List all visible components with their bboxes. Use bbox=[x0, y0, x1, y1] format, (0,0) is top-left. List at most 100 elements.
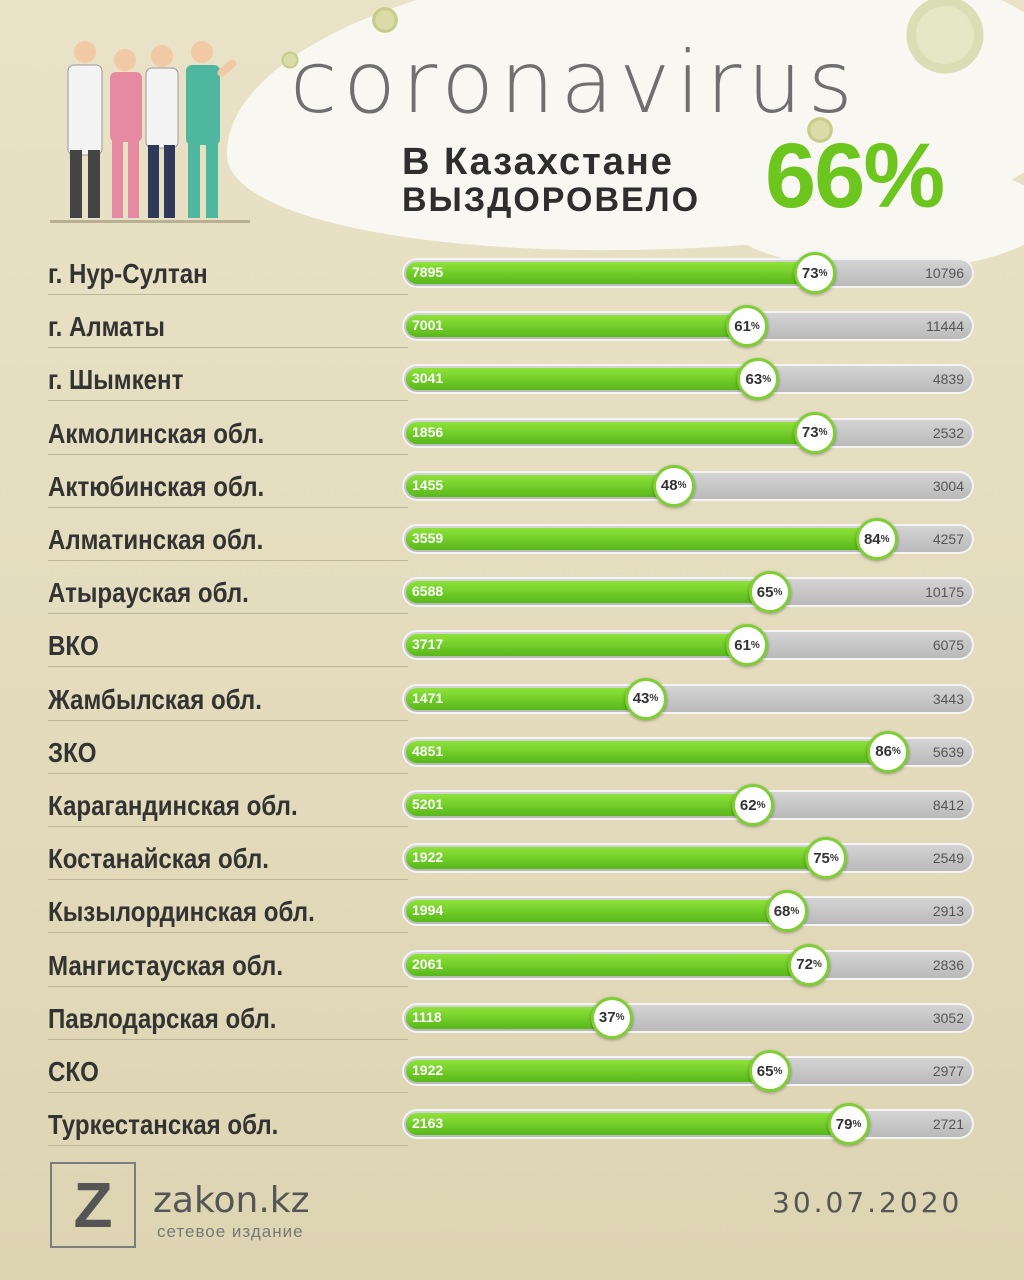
recovered-value: 2163 bbox=[412, 1115, 444, 1132]
bar-track: 1856 2532 73% bbox=[402, 411, 974, 454]
region-label: Карагандинская обл. bbox=[48, 790, 298, 821]
recovered-bar bbox=[406, 528, 880, 550]
bar-row: Жамбылская обл. 1471 3443 43% bbox=[0, 677, 1024, 731]
region-label: Костанайская обл. bbox=[48, 843, 269, 875]
zakon-logo: Z bbox=[50, 1162, 136, 1248]
total-cases-value: 2721 bbox=[932, 1116, 964, 1133]
bar-row: г. Нур-Султан 7895 10796 73% bbox=[0, 252, 1024, 305]
bar-row: ЗКО 4851 5639 86% bbox=[0, 730, 1024, 784]
percent-value: 84 bbox=[863, 530, 881, 548]
label-underline bbox=[48, 506, 408, 508]
region-label: Атырауская обл. bbox=[48, 577, 249, 609]
percent-sign: % bbox=[773, 586, 783, 598]
percent-value: 86 bbox=[875, 743, 892, 761]
brand-subtitle: сетевое издание bbox=[157, 1222, 304, 1241]
bar-row: Актюбинская обл. 1455 3004 48% bbox=[0, 464, 1024, 518]
percent-badge: 73% bbox=[793, 411, 836, 454]
coronavirus-title: coronavirus bbox=[290, 33, 859, 133]
percent-value: 72 bbox=[796, 956, 813, 974]
recovered-value: 1994 bbox=[412, 902, 444, 919]
percent-badge: 68% bbox=[765, 890, 808, 933]
bar-row: ВКО 3717 6075 61% bbox=[0, 624, 1024, 677]
bar-row: СКО 1922 2977 65% bbox=[0, 1050, 1024, 1103]
label-underline bbox=[48, 719, 408, 721]
total-cases-value: 11444 bbox=[926, 318, 964, 335]
percent-sign: % bbox=[756, 799, 766, 811]
label-underline bbox=[48, 560, 408, 561]
label-underline bbox=[48, 1092, 408, 1093]
recovered-bar bbox=[406, 740, 892, 763]
label-underline bbox=[48, 453, 408, 455]
percent-value: 37 bbox=[598, 1009, 616, 1027]
brand-name: zakon.kz bbox=[153, 1180, 310, 1221]
recovered-value: 1922 bbox=[412, 1062, 444, 1078]
percent-badge: 48% bbox=[652, 464, 695, 507]
percent-sign: % bbox=[762, 373, 772, 385]
region-label: г. Алматы bbox=[48, 311, 165, 343]
recovered-bar bbox=[406, 847, 829, 870]
region-label: ЗКО bbox=[48, 736, 97, 768]
percent-sign: % bbox=[790, 905, 800, 917]
total-cases-value: 2977 bbox=[932, 1063, 964, 1079]
percent-badge: 79% bbox=[827, 1103, 870, 1146]
percent-value: 73 bbox=[801, 264, 819, 282]
recovered-bar bbox=[406, 1060, 773, 1082]
total-cases-value: 2532 bbox=[932, 424, 964, 441]
recovered-value: 3717 bbox=[412, 636, 444, 653]
recovered-value: 1471 bbox=[412, 689, 444, 706]
bar-track: 3041 4839 63% bbox=[402, 358, 974, 401]
percent-value: 61 bbox=[734, 317, 751, 335]
total-cases-value: 2549 bbox=[932, 850, 964, 867]
bar-track: 5201 8412 62% bbox=[402, 784, 974, 826]
bar-track: 1471 3443 43% bbox=[402, 677, 974, 720]
region-label: Акмолинская обл. bbox=[48, 417, 265, 449]
total-cases-value: 8412 bbox=[932, 797, 964, 813]
recovered-bar bbox=[406, 1006, 615, 1029]
bar-row: Алматинская обл. 3559 4257 84% bbox=[0, 518, 1024, 571]
publication-date: 30.07.2020 bbox=[772, 1186, 963, 1219]
bar-track: 1922 2977 65% bbox=[402, 1050, 974, 1092]
bar-row: Карагандинская обл. 5201 8412 62% bbox=[0, 784, 1024, 837]
percent-sign: % bbox=[750, 639, 760, 651]
total-cases-value: 5639 bbox=[932, 743, 964, 760]
percent-sign: % bbox=[818, 427, 828, 439]
region-label: СКО bbox=[48, 1056, 99, 1087]
percent-value: 61 bbox=[734, 636, 751, 654]
total-cases-value: 3052 bbox=[932, 1009, 964, 1026]
recovered-bar bbox=[406, 474, 677, 497]
label-underline bbox=[48, 613, 408, 615]
percent-sign: % bbox=[829, 852, 839, 864]
bar-row: Мангистауская обл. 2061 2836 72% bbox=[0, 943, 1024, 997]
percent-badge: 65% bbox=[748, 571, 791, 614]
percent-badge: 72% bbox=[788, 943, 831, 986]
bar-track: 7895 10796 73% bbox=[402, 252, 974, 294]
virus-icon bbox=[805, 115, 835, 145]
bar-row: Акмолинская обл. 1856 2532 73% bbox=[0, 411, 1024, 465]
percent-value: 65 bbox=[756, 1062, 774, 1080]
recovered-value: 5201 bbox=[412, 796, 444, 812]
label-underline bbox=[48, 879, 408, 881]
region-label: Туркестанская обл. bbox=[48, 1109, 279, 1141]
virus-icon bbox=[280, 50, 300, 70]
percent-badge: 86% bbox=[867, 730, 910, 773]
bar-track: 1118 3052 37% bbox=[402, 996, 974, 1039]
total-cases-value: 4257 bbox=[932, 531, 964, 547]
percent-sign: % bbox=[677, 480, 687, 492]
region-label: г. Нур-Султан bbox=[48, 258, 208, 289]
bar-track: 4851 5639 86% bbox=[402, 730, 974, 773]
region-label: Павлодарская обл. bbox=[48, 1002, 277, 1034]
recovered-bar bbox=[406, 900, 790, 923]
virus-icon bbox=[900, 0, 990, 80]
percent-badge: 37% bbox=[590, 996, 633, 1039]
recovered-bar bbox=[406, 421, 818, 444]
region-label: Алматинская обл. bbox=[48, 524, 264, 555]
recovered-value: 3559 bbox=[412, 530, 444, 546]
recovered-bar bbox=[406, 368, 762, 391]
recovered-value: 4851 bbox=[412, 742, 444, 759]
label-underline bbox=[48, 772, 408, 774]
bar-track: 1922 2549 75% bbox=[402, 837, 974, 880]
recovered-value: 2061 bbox=[412, 955, 444, 972]
recovered-bar bbox=[406, 262, 818, 284]
percent-value: 63 bbox=[745, 370, 763, 388]
region-label: Актюбинская обл. bbox=[48, 470, 265, 502]
